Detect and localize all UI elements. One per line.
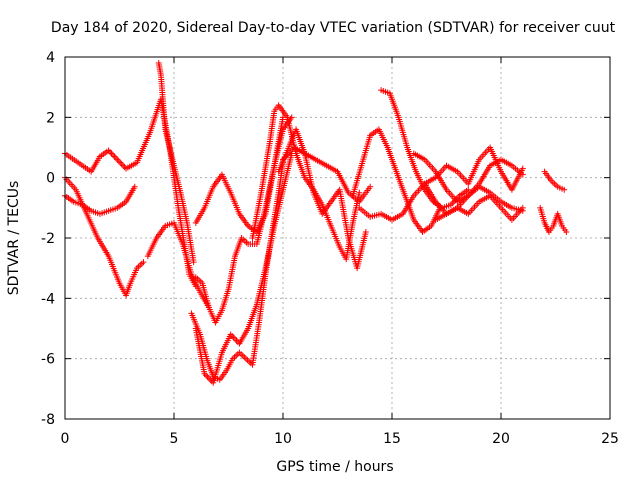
x-tick-label: 5 — [170, 431, 179, 447]
data-point — [115, 158, 122, 165]
series-arc-l — [280, 144, 374, 205]
series-arc-e — [144, 219, 212, 311]
data-point — [121, 164, 128, 171]
data-point — [111, 153, 118, 160]
data-point — [107, 149, 114, 156]
y-tick-label: -2 — [41, 231, 55, 247]
y-tick-label: -4 — [41, 291, 55, 307]
data-point — [519, 204, 526, 211]
data-point — [362, 228, 369, 235]
series-arc-r — [432, 192, 526, 223]
series-arc-m — [349, 126, 443, 235]
series-arc-s — [537, 204, 570, 235]
series-arc-p — [410, 150, 526, 205]
data-point — [114, 156, 121, 163]
axis-ticks: 0 5 10 15 20 25 -8 -6 -4 -2 0 2 4 — [41, 50, 619, 447]
x-tick-label: 25 — [601, 431, 619, 447]
data-point — [233, 337, 240, 344]
series-arc-b — [62, 174, 147, 299]
x-tick-label: 0 — [61, 431, 70, 447]
x-tick-label: 10 — [274, 431, 292, 447]
data-points — [62, 60, 570, 386]
series-arc-d — [155, 60, 197, 266]
data-point — [230, 334, 237, 341]
y-axis-label: SDTVAR / TECUs — [6, 181, 22, 296]
data-point — [109, 152, 116, 159]
data-point — [190, 259, 197, 266]
y-tick-label: 4 — [46, 50, 55, 66]
data-point — [465, 186, 472, 193]
data-point — [117, 159, 124, 166]
data-point — [561, 186, 568, 193]
series-arc-t — [541, 168, 568, 193]
y-tick-label: 2 — [46, 110, 55, 126]
x-tick-label: 20 — [492, 431, 510, 447]
y-tick-label: 0 — [46, 171, 55, 187]
data-point — [367, 183, 374, 190]
data-point — [131, 183, 138, 190]
y-tick-label: -6 — [41, 352, 55, 368]
data-point — [112, 155, 119, 162]
series-arc-c — [62, 183, 138, 217]
series-arc-i — [192, 114, 295, 235]
data-point — [563, 228, 570, 235]
x-tick-label: 15 — [383, 431, 401, 447]
data-point — [356, 189, 363, 196]
y-tick-label: -8 — [41, 412, 55, 428]
data-point — [140, 259, 147, 266]
data-point — [519, 165, 526, 172]
data-point — [232, 336, 239, 343]
chart-title: Day 184 of 2020, Sidereal Day-to-day VTE… — [51, 20, 616, 36]
series-arc-q — [421, 144, 526, 193]
x-axis-label: GPS time / hours — [276, 459, 393, 475]
data-point — [118, 161, 125, 168]
series-arc-g — [192, 150, 295, 386]
